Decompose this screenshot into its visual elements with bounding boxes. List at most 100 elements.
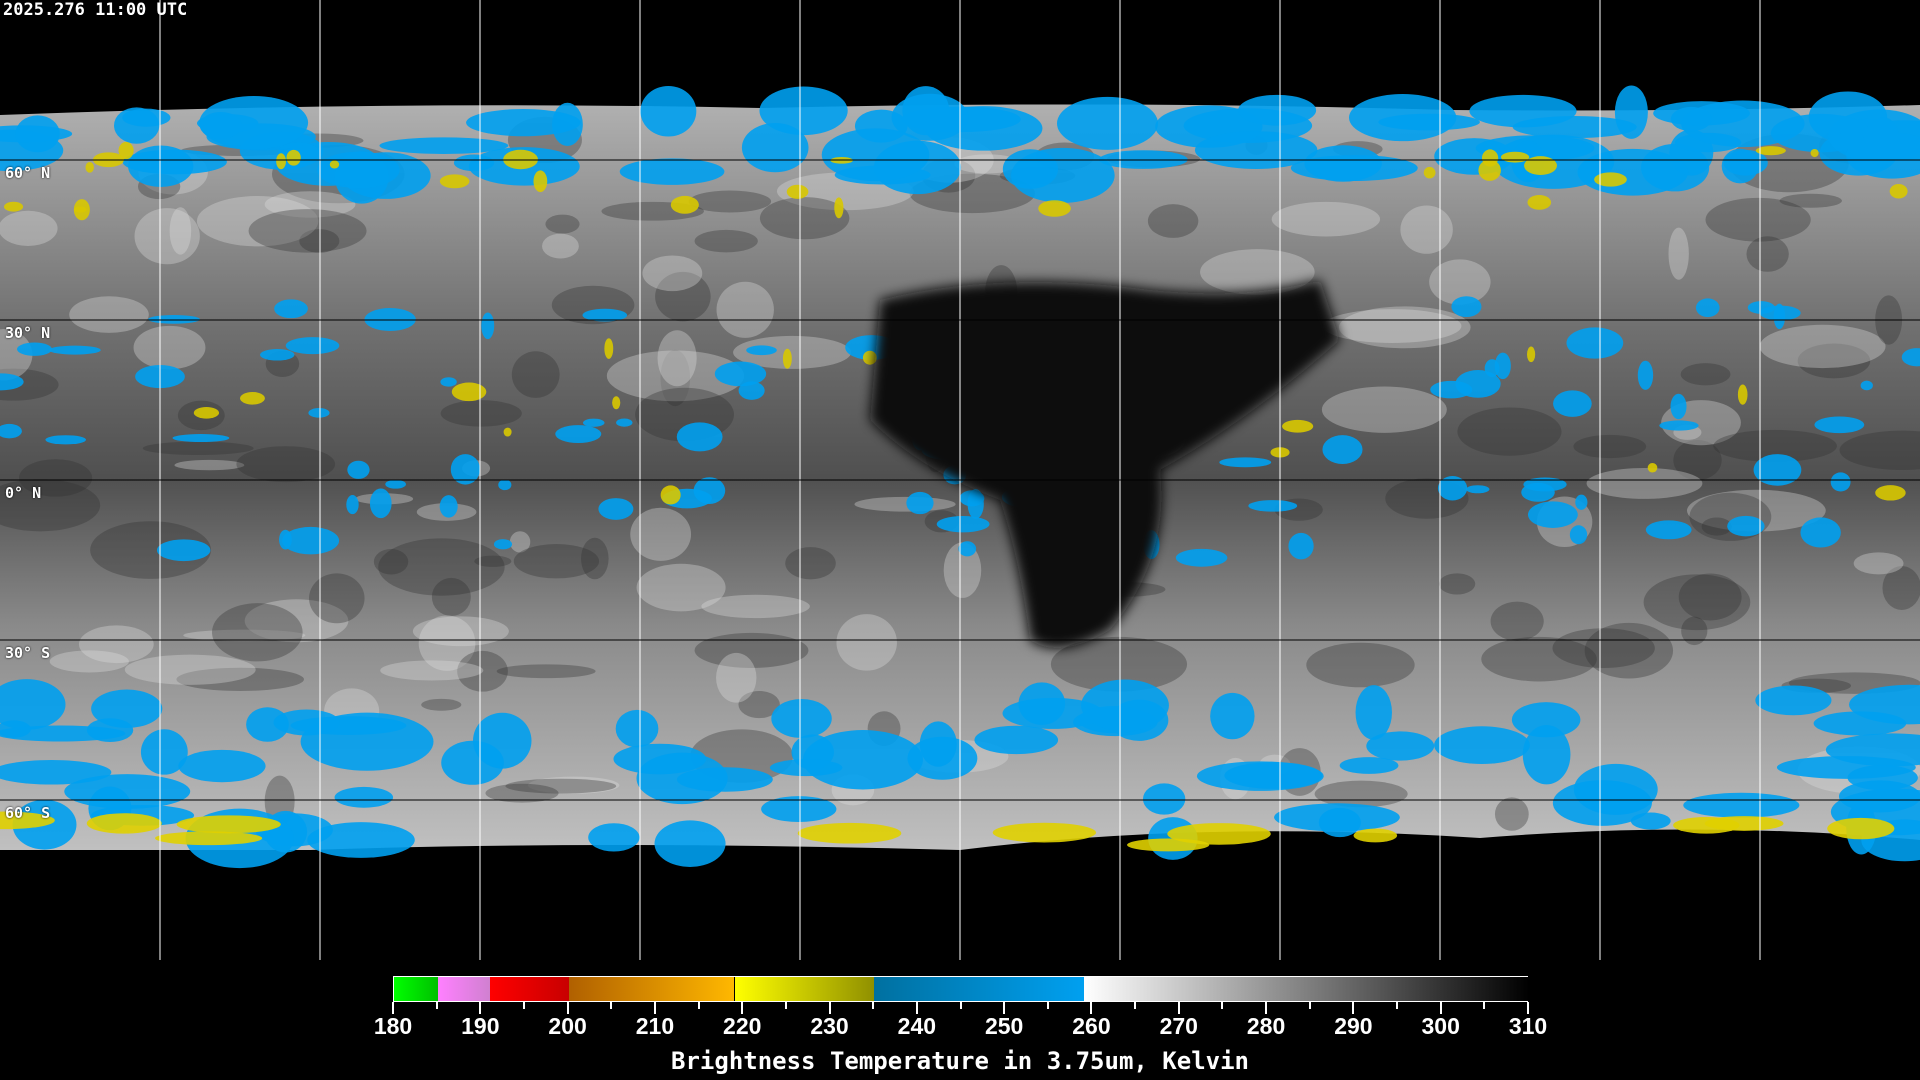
lat-label: 30° S: [5, 644, 51, 662]
cloud-patch: [451, 382, 487, 402]
cloud-patch: [174, 459, 245, 471]
cloud-patch: [1522, 724, 1571, 785]
cloud-patch: [670, 195, 699, 214]
cloud-patch: [49, 650, 129, 673]
cloud-patch: [1494, 797, 1529, 831]
cloud-patch: [612, 396, 621, 410]
cloud-patch: [259, 349, 295, 361]
cloud-patch: [1584, 622, 1674, 679]
cloud-patch: [466, 109, 581, 137]
cloud-patch: [1759, 305, 1801, 321]
colorbar-tick-label: 230: [810, 1013, 849, 1039]
timestamp: 2025.276 11:00 UTC: [3, 0, 188, 20]
cloud-patch: [1274, 803, 1400, 832]
cloud-patch: [1686, 489, 1826, 532]
cloud-patch: [1465, 485, 1490, 494]
cloud-patch: [1494, 352, 1511, 380]
cloud-patch: [1366, 731, 1435, 761]
colorbar-tick: [1352, 1002, 1355, 1014]
cloud-patch: [148, 315, 200, 324]
cloud-patch: [1637, 360, 1654, 390]
colorbar-tick-label: 270: [1159, 1013, 1198, 1039]
cloud-patch: [1457, 407, 1562, 456]
cloud-patch: [282, 526, 340, 555]
colorbar-tick: [392, 1002, 394, 1014]
cloud-patch: [1527, 501, 1578, 528]
colorbar-tick: [959, 1002, 962, 1009]
cloud-patch: [1238, 94, 1317, 126]
cloud-patch: [694, 632, 809, 668]
cloud-patch: [1056, 96, 1158, 150]
cloud-patch: [1575, 494, 1588, 510]
cloud-patch: [156, 539, 211, 562]
cloud-patch: [0, 210, 58, 247]
cloud-patch: [1755, 685, 1832, 716]
cloud-patch: [183, 629, 306, 642]
cloud-patch: [1553, 390, 1592, 417]
colorbar-title: Brightness Temperature in 3.75um, Kelvin: [671, 1047, 1249, 1075]
cloud-patch: [334, 786, 394, 808]
cloud-patch: [1889, 184, 1908, 199]
cloud-patch: [716, 281, 774, 338]
cloud-patch: [741, 123, 809, 173]
colorbar-tick: [1221, 1002, 1224, 1009]
cloud-patch: [0, 811, 55, 830]
cloud-patch: [604, 338, 614, 359]
cloud-patch: [69, 296, 149, 333]
cloud-patch: [693, 477, 726, 504]
colorbar-tick-label: 280: [1246, 1013, 1286, 1039]
colorbar-tick-label: 310: [1508, 1013, 1548, 1039]
colorbar-tick: [1396, 1002, 1399, 1009]
cloud-patch: [1167, 823, 1271, 845]
cloud-patch: [1797, 343, 1871, 379]
colorbar-tick: [610, 1002, 613, 1009]
cloud-patch: [660, 349, 691, 407]
cloud-patch: [655, 271, 711, 322]
cloud-patch: [86, 813, 162, 834]
cloud-patch: [862, 350, 877, 365]
cloud-patch: [1127, 838, 1210, 852]
colorbar-tick: [872, 1002, 875, 1009]
cloud-patch: [1322, 309, 1462, 343]
cloud-patch: [1490, 601, 1544, 641]
colorbar-tick-label: 300: [1421, 1013, 1460, 1039]
colorbar: [393, 976, 1529, 1002]
lat-label: 30° N: [5, 324, 51, 342]
cloud-patch: [1673, 440, 1722, 481]
colorbar-tick: [1527, 1002, 1529, 1014]
cloud-patch: [308, 408, 330, 418]
cloud-patch: [240, 391, 265, 405]
cloud-patch: [329, 160, 340, 169]
cloud-patch: [1147, 204, 1199, 238]
cloud-patch: [248, 209, 367, 253]
colorbar-tick-label: 250: [984, 1013, 1024, 1039]
cloud-patch: [785, 547, 836, 580]
colorbar-segment: [490, 977, 569, 1001]
cloud-patch: [555, 425, 602, 444]
cloud-patch: [616, 418, 633, 427]
cloud-patch: [769, 759, 843, 777]
cloud-patch: [1647, 463, 1658, 473]
cloud-patch: [276, 153, 286, 170]
cloud-patch: [1011, 147, 1115, 203]
cloud-patch: [279, 529, 292, 550]
cloud-patch: [582, 308, 628, 322]
cloud-patch: [906, 491, 934, 515]
cloud-patch: [1670, 106, 1712, 132]
cloud-patch: [759, 197, 850, 240]
colorbar-tick: [522, 1002, 525, 1009]
cloud-patch: [503, 149, 538, 170]
cloud-patch: [1645, 520, 1692, 540]
cloud-patch: [936, 515, 990, 533]
cloud-patch: [694, 229, 758, 253]
cloud-patch: [1759, 324, 1886, 369]
cloud-patch: [1282, 419, 1314, 433]
cloud-patch: [1429, 259, 1491, 305]
cloud-patch: [299, 229, 340, 253]
cloud-patch: [0, 760, 112, 785]
cloud-patch: [431, 577, 471, 616]
cloud-patch: [172, 434, 230, 443]
cloud-patch: [19, 459, 93, 497]
cloud-patch: [439, 495, 458, 518]
cloud-patch: [124, 654, 256, 685]
